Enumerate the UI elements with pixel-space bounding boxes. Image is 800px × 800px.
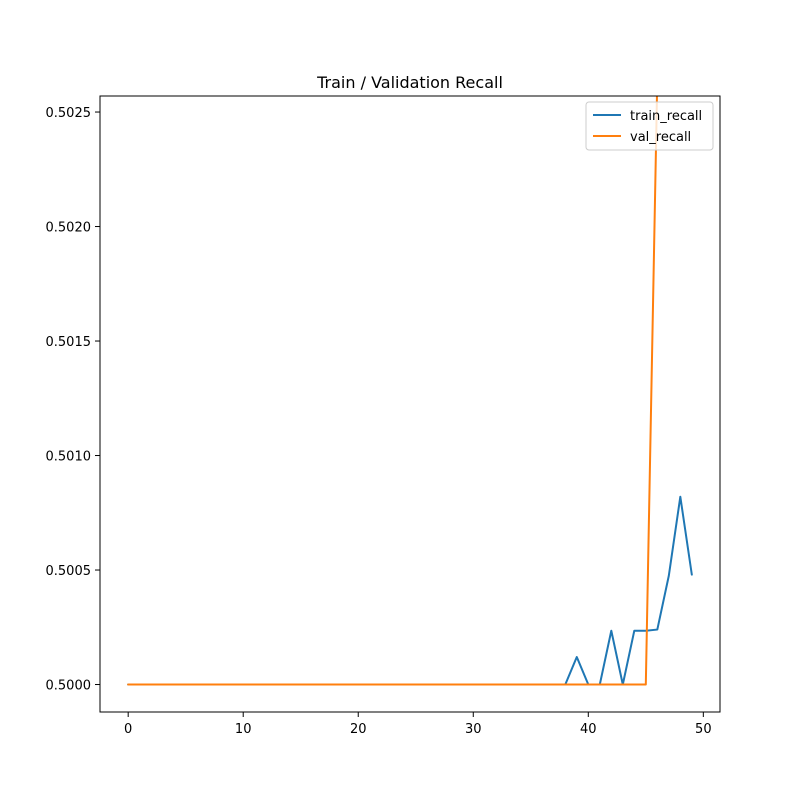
- y-tick-label: 0.5025: [46, 106, 92, 121]
- y-tick-label: 0.5010: [46, 450, 92, 465]
- y-tick-label: 0.5015: [46, 335, 92, 350]
- legend-train-recall-label: train_recall: [630, 109, 702, 124]
- x-tick-label: 10: [235, 722, 252, 737]
- y-tick-label: 0.5000: [46, 679, 92, 694]
- y-tick-label: 0.5020: [46, 221, 92, 236]
- x-tick-label: 0: [124, 722, 132, 737]
- x-tick-label: 40: [580, 722, 597, 737]
- chart-title: Train / Validation Recall: [316, 73, 503, 92]
- legend-val-recall-label: val_recall: [630, 130, 691, 145]
- plot-frame: [99, 95, 721, 713]
- x-tick-label: 50: [695, 722, 712, 737]
- legend: train_recall val_recall: [585, 101, 714, 151]
- x-tick-label: 30: [465, 722, 482, 737]
- y-tick-label: 0.5005: [46, 564, 92, 579]
- x-tick-label: 20: [350, 722, 367, 737]
- series-line-val-recall: [127, 96, 658, 686]
